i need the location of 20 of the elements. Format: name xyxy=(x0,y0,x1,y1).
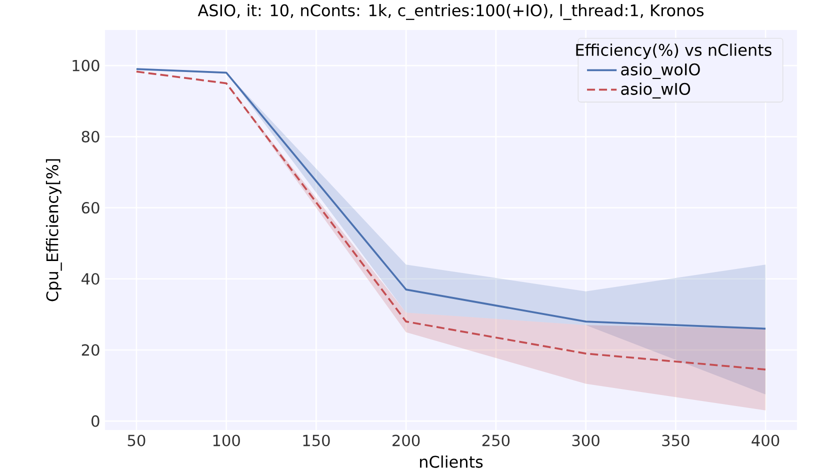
y-tick-label: 60 xyxy=(82,202,100,214)
x-tick-label: 250 xyxy=(482,434,510,446)
y-tick-label: 100 xyxy=(72,60,100,72)
x-tick-label: 150 xyxy=(303,434,330,446)
legend-label: asio_woIO xyxy=(621,63,700,80)
y-tick-label: 80 xyxy=(82,130,100,142)
x-tick-label: 350 xyxy=(662,434,690,446)
chart-title: ASIO, it: 10, nConts: 1k, c_entries:100(+IO), l_thread:1, Kronos xyxy=(198,4,704,20)
x-axis-title: nClients xyxy=(420,455,483,468)
y-axis-title: Cpu_Efficiency[%] xyxy=(46,159,62,302)
x-tick-label: 50 xyxy=(128,434,146,446)
x-tick-label: 100 xyxy=(213,434,240,446)
x-tick-label: 300 xyxy=(572,434,600,446)
y-tick-label: 20 xyxy=(82,344,100,356)
y-tick-label: 0 xyxy=(92,415,100,427)
legend-label: asio_wIO xyxy=(621,82,690,98)
legend-title: Efficiency(%) vs nClients xyxy=(576,44,772,60)
x-tick-label: 200 xyxy=(392,434,420,446)
y-tick-label: 40 xyxy=(82,273,100,285)
x-tick-label: 400 xyxy=(752,434,780,446)
